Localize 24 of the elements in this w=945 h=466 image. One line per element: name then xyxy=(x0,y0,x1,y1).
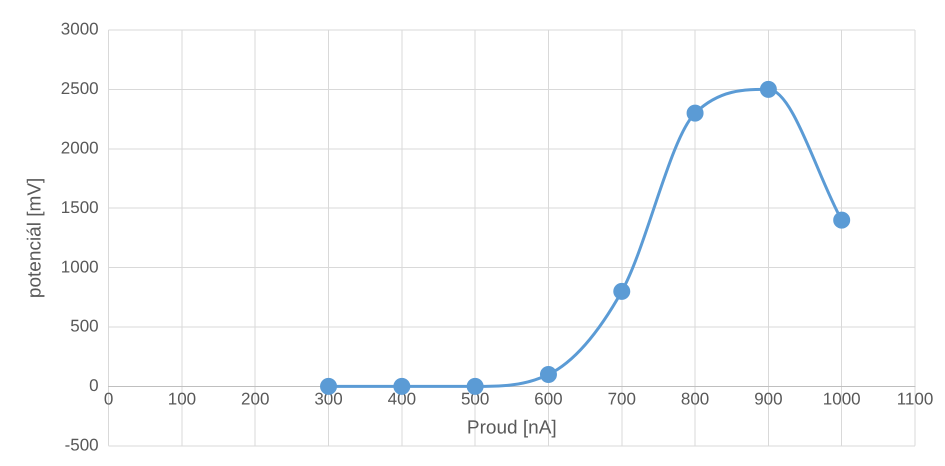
point xyxy=(686,104,704,122)
x-tick-label: 900 xyxy=(754,389,783,408)
y-tick-label: -500 xyxy=(64,435,99,454)
point xyxy=(760,80,777,98)
point xyxy=(613,282,630,300)
x-tick-label: 800 xyxy=(680,389,710,408)
x-tick-label: 200 xyxy=(241,389,270,408)
y-tick-label: 3000 xyxy=(60,20,99,39)
x-axis-title: Proud [nA] xyxy=(466,417,557,438)
x-tick-label: 100 xyxy=(168,389,196,408)
x-tick-label: 700 xyxy=(608,389,636,408)
x-tick-label: 0 xyxy=(104,389,114,408)
y-tick-label: 1500 xyxy=(60,198,99,217)
point xyxy=(833,212,850,229)
x-tick-label: 600 xyxy=(534,389,563,408)
x-tick-label: 1100 xyxy=(896,389,934,408)
y-tick-label: 2500 xyxy=(60,79,99,98)
y-axis-title: potenciál [mV] xyxy=(24,178,46,298)
y-tick-label: 1000 xyxy=(60,257,99,276)
point xyxy=(540,366,557,384)
y-tick-label: 0 xyxy=(89,376,99,396)
y-tick-label: 500 xyxy=(70,316,99,336)
x-tick-label: 1000 xyxy=(822,389,861,408)
y-tick-label: 2000 xyxy=(60,138,99,158)
